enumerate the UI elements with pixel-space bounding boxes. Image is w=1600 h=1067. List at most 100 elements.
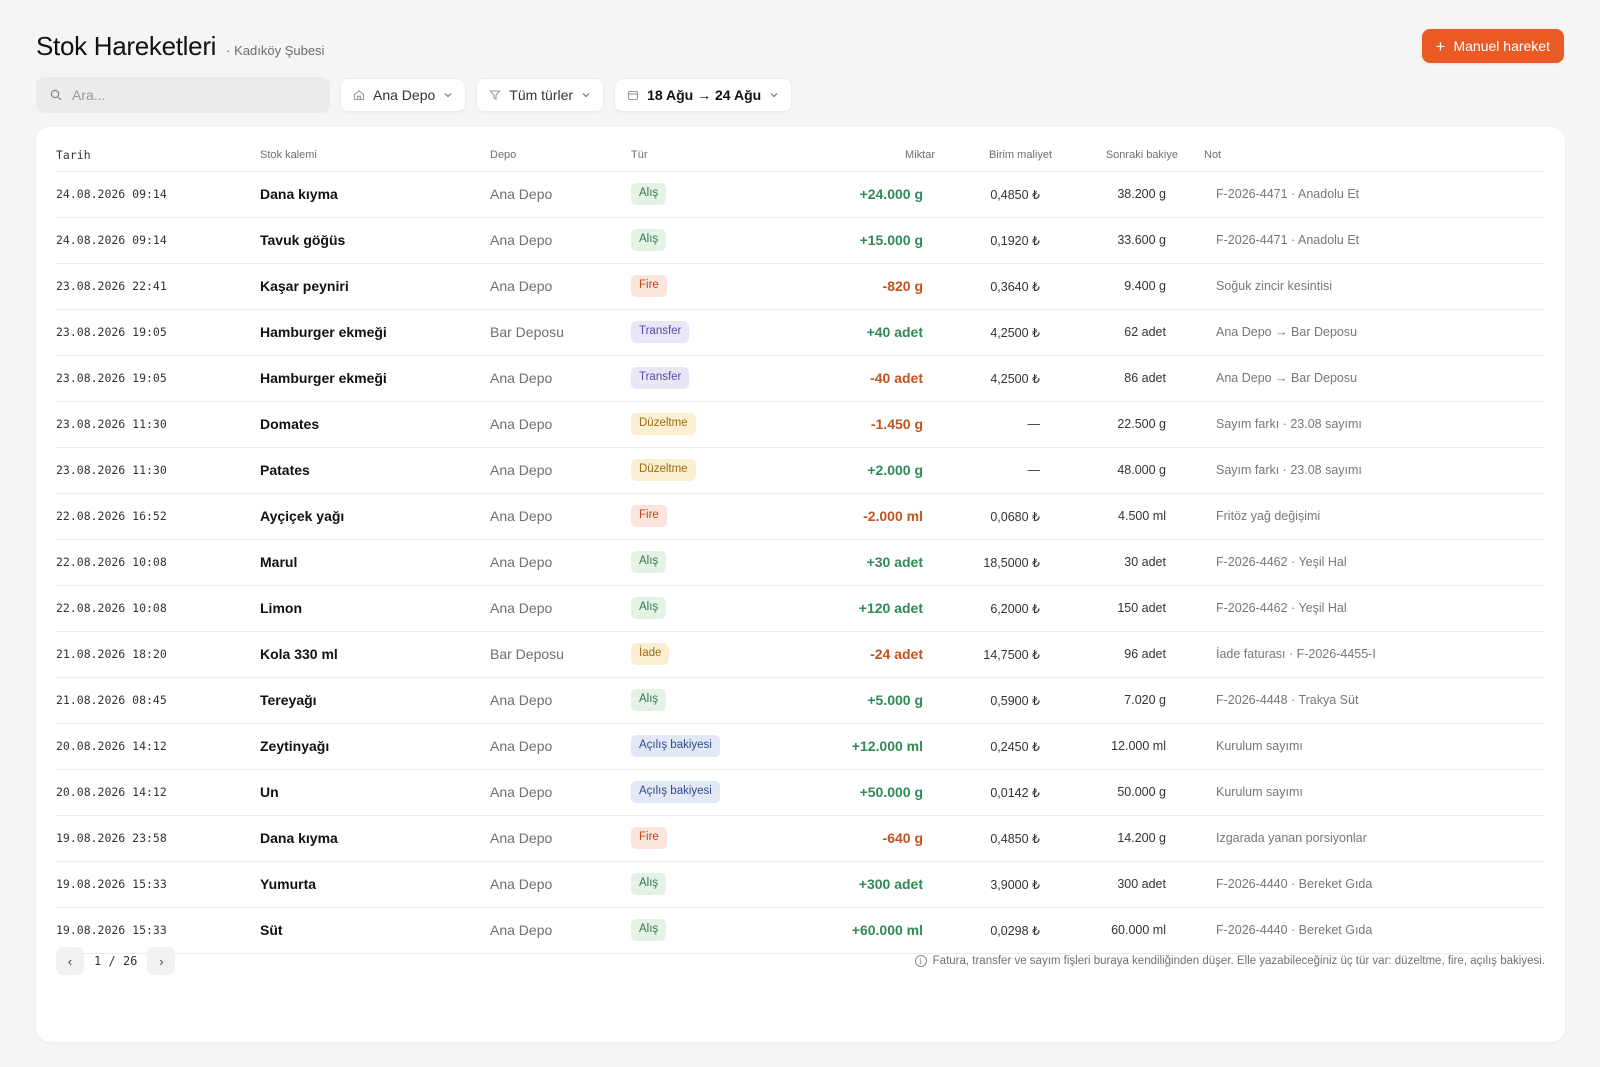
table-row[interactable]: 19.08.2026 15:33 Süt Ana Depo Alış +60.000 m… [56,907,1545,954]
type-badge: Alış [631,689,667,711]
cell-balance: 30 adet [1052,539,1178,586]
col-type[interactable]: Tür [631,139,801,172]
cell-cost: 4,2500 ₺ [935,309,1052,356]
cell-item: Tavuk göğüs [260,217,490,264]
cell-depo: Ana Depo [490,171,631,218]
cell-cost: 0,4850 ₺ [935,815,1052,862]
table-row[interactable]: 23.08.2026 22:41 Kaşar peyniri Ana Depo Fir… [56,263,1545,310]
cell-item: Marul [260,539,490,586]
branch-subtitle: · Kadıköy Şubesi [226,42,325,58]
cell-note: F-2026-4462 · Yeşil Hal [1178,585,1545,632]
cell-balance: 7.020 g [1052,677,1178,724]
warehouse-filter[interactable]: Ana Depo [340,78,467,112]
type-badge: Düzeltme [631,459,696,481]
cell-type: Alış [631,539,801,586]
table-row[interactable]: 23.08.2026 19:05 Hamburger ekmeği Ana Depo… [56,355,1545,402]
col-depo[interactable]: Depo [490,139,631,172]
cell-note: Fritöz yağ değişimi [1178,493,1545,540]
type-badge: Fire [631,505,667,527]
table-row[interactable]: 21.08.2026 08:45 Tereyağı Ana Depo Alış +5.0… [56,677,1545,724]
table-row[interactable]: 20.08.2026 14:12 Zeytinyağı Ana Depo Açılış… [56,723,1545,770]
info-icon: i [914,955,927,967]
cell-balance: 12.000 ml [1052,723,1178,770]
cell-depo: Ana Depo [490,815,631,862]
prev-page-button[interactable]: ‹ [56,947,84,975]
search-input[interactable] [72,87,292,103]
col-note[interactable]: Not [1178,139,1545,172]
footer-hint-text: Fatura, transfer ve sayım fişleri buraya… [932,955,1545,967]
cell-balance: 9.400 g [1052,263,1178,310]
table-row[interactable]: 22.08.2026 16:52 Ayçiçek yağı Ana Depo Fire… [56,493,1545,540]
cell-balance: 22.500 g [1052,401,1178,448]
col-date[interactable]: Tarih [56,139,260,172]
cell-note: F-2026-4440 · Bereket Gıda [1178,907,1545,954]
current-page: 1 [94,954,102,968]
cell-qty: +2.000 g [801,447,935,494]
search-box[interactable] [36,77,330,113]
table-row[interactable]: 23.08.2026 19:05 Hamburger ekmeği Bar Depo… [56,309,1545,356]
type-badge: Düzeltme [631,413,696,435]
cell-depo: Ana Depo [490,677,631,724]
table-row[interactable]: 23.08.2026 11:30 Domates Ana Depo Düzeltme -… [56,401,1545,448]
cell-depo: Ana Depo [490,769,631,816]
cell-qty: +24.000 g [801,171,935,218]
cell-cost: 0,0680 ₺ [935,493,1052,540]
date-range-filter[interactable]: 18 Ağu → 24 Ağu [614,78,793,112]
cell-cost: 0,0298 ₺ [935,907,1052,954]
movements-card: Tarih Stok kalemi Depo Tür Miktar Birim … [36,127,1565,1042]
cell-type: Fire [631,493,801,540]
table-row[interactable]: 20.08.2026 14:12 Un Ana Depo Açılış bakiyes… [56,769,1545,816]
cell-type: Düzeltme [631,447,801,494]
cell-type: Alış [631,861,801,908]
table-row[interactable]: 21.08.2026 18:20 Kola 330 ml Bar Deposu İad… [56,631,1545,678]
home-icon [353,90,365,101]
col-cost[interactable]: Birim maliyet [935,139,1052,172]
cell-type: Alış [631,585,801,632]
cell-item: Limon [260,585,490,632]
manual-movement-button[interactable]: + Manuel hareket [1421,29,1564,63]
cell-cost: 0,2450 ₺ [935,723,1052,770]
cell-depo: Ana Depo [490,447,631,494]
table-row[interactable]: 22.08.2026 10:08 Marul Ana Depo Alış +30 ade… [56,539,1545,586]
table-row[interactable]: 19.08.2026 23:58 Dana kıyma Ana Depo Fire -6… [56,815,1545,862]
warehouse-filter-label: Ana Depo [373,87,436,103]
cell-qty: +5.000 g [801,677,935,724]
table-row[interactable]: 19.08.2026 15:33 Yumurta Ana Depo Alış +300 … [56,861,1545,908]
type-badge: Transfer [631,321,690,343]
cell-qty: +30 adet [801,539,935,586]
cell-balance: 62 adet [1052,309,1178,356]
cell-depo: Ana Depo [490,585,631,632]
type-badge: Alış [631,551,667,573]
cell-date: 20.08.2026 14:12 [56,723,260,770]
title-group: Stok Hareketleri · Kadıköy Şubesi [36,31,324,62]
cell-qty: +40 adet [801,309,935,356]
manual-movement-label: Manuel hareket [1453,38,1550,54]
cell-balance: 150 adet [1052,585,1178,632]
cell-item: Hamburger ekmeği [260,309,490,356]
table-body: 24.08.2026 09:14 Dana kıyma Ana Depo Alış +2… [56,171,1545,954]
cell-cost: 3,9000 ₺ [935,861,1052,908]
cell-qty: +120 adet [801,585,935,632]
cell-note: F-2026-4471 · Anadolu Et [1178,171,1545,218]
cell-depo: Ana Depo [490,539,631,586]
cell-type: Açılış bakiyesi [631,769,801,816]
cell-cost: 0,0142 ₺ [935,769,1052,816]
table-row[interactable]: 23.08.2026 11:30 Patates Ana Depo Düzeltme +… [56,447,1545,494]
table-row[interactable]: 24.08.2026 09:14 Dana kıyma Ana Depo Alış +2… [56,171,1545,218]
col-qty[interactable]: Miktar [801,139,935,172]
table-footer: ‹ 1 / 26 › i Fatura, transfer ve sayım f… [56,947,1545,975]
cell-cost: 0,3640 ₺ [935,263,1052,310]
cell-balance: 14.200 g [1052,815,1178,862]
cell-note: Kurulum sayımı [1178,769,1545,816]
col-item[interactable]: Stok kalemi [260,139,490,172]
next-page-button[interactable]: › [147,947,176,975]
col-balance[interactable]: Sonraki bakiye [1052,139,1178,172]
cell-date: 19.08.2026 15:33 [56,861,260,908]
filter-icon [489,90,501,100]
cell-cost: 18,5000 ₺ [935,539,1052,586]
table-row[interactable]: 22.08.2026 10:08 Limon Ana Depo Alış +120 ad… [56,585,1545,632]
type-filter[interactable]: Tüm türler [476,78,605,112]
type-badge: Alış [631,919,667,941]
table-row[interactable]: 24.08.2026 09:14 Tavuk göğüs Ana Depo Alış +… [56,217,1545,264]
cell-qty: -820 g [801,263,935,310]
